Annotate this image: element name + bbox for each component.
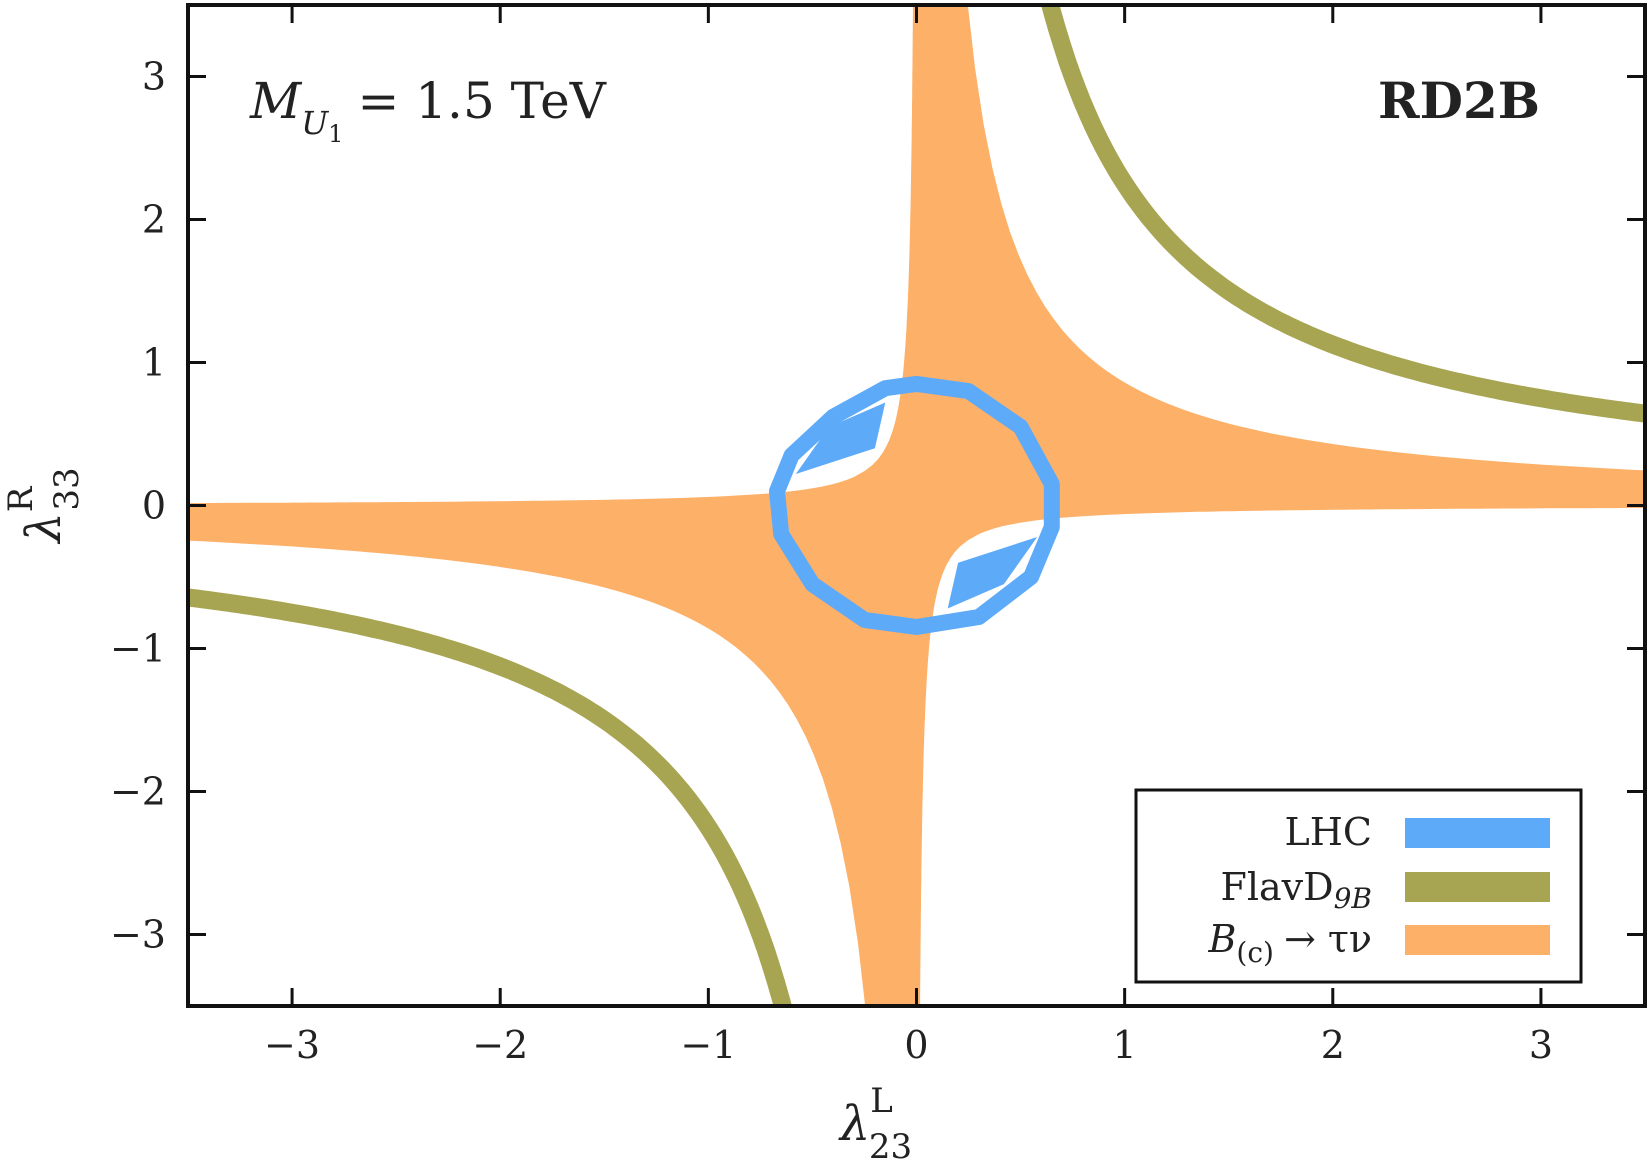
x-axis-title: λL 23: [838, 1081, 912, 1167]
y-tick-label: −1: [110, 627, 166, 671]
y-tick-labels: −3 −2 −1 0 1 2 3: [110, 55, 166, 957]
legend-flavd-text: FlavD: [1221, 865, 1334, 909]
lhc-ring-outline: [769, 375, 1060, 635]
legend-flavd-sub: 9B: [1334, 882, 1372, 915]
flavd-curve-upper-right: [1041, 5, 1645, 423]
x-tick-label: −2: [472, 1023, 528, 1067]
y-tick-label: 3: [142, 55, 166, 99]
x-tick-labels: −3 −2 −1 0 1 2 3: [264, 1023, 1553, 1067]
x-tick-label: 0: [904, 1023, 928, 1067]
model-label: RD2B: [1378, 71, 1540, 130]
legend-swatch-flavd: [1405, 872, 1550, 902]
y-axis-title: λR 33: [1, 467, 87, 544]
y-tick-label: 2: [142, 198, 166, 242]
y-axis-title-sub: 33: [47, 467, 87, 510]
y-axis-title-sup: R: [1, 485, 41, 512]
x-tick-label: 3: [1529, 1023, 1553, 1067]
mass-sub: U: [301, 104, 329, 142]
btaunu-band: [188, 5, 1645, 1006]
legend-label-lhc: LHC: [1285, 810, 1372, 854]
btaunu-band-region: [188, 5, 1645, 1006]
y-axis-title-base: λ: [16, 512, 72, 544]
legend-swatch-btaunu: [1405, 925, 1550, 955]
y-tick-label: 1: [142, 341, 166, 385]
x-axis-title-base: λ: [838, 1096, 870, 1152]
legend-label-flavd: FlavD9B: [1221, 865, 1373, 915]
legend-btaunu-sub: (c): [1236, 936, 1274, 969]
legend-swatch-lhc: [1405, 818, 1550, 848]
mass-symbol: M: [249, 72, 303, 130]
y-tick-label: −3: [110, 913, 166, 957]
y-tick-label: −2: [110, 770, 166, 814]
legend-lhc-text: LHC: [1285, 810, 1372, 854]
lhc-overlap-region: [947, 537, 1038, 609]
mass-value: = 1.5 TeV: [357, 72, 606, 130]
lhc-overlap-region: [795, 402, 886, 474]
axis-ticks: [188, 5, 1645, 1006]
x-tick-label: −3: [264, 1023, 320, 1067]
flavd-curves: [188, 5, 1645, 1006]
flavd-curve-lower-left: [188, 588, 792, 1006]
y-tick-label: 0: [142, 484, 166, 528]
x-axis-title-sup: L: [870, 1081, 893, 1121]
lhc-ring: [769, 375, 1060, 635]
mass-subsub: 1: [328, 120, 343, 148]
legend-label-btaunu: B(c) → τν: [1207, 917, 1372, 969]
x-axis-title-sub: 23: [869, 1127, 912, 1167]
x-tick-label: 2: [1321, 1023, 1345, 1067]
mass-annotation: MU1 = 1.5 TeV: [249, 72, 607, 148]
legend-btaunu-rest: → τν: [1284, 917, 1372, 961]
plot-area: [188, 5, 1645, 1006]
legend: LHC FlavD9B B(c) → τν: [1134, 788, 1583, 984]
x-tick-label: −1: [680, 1023, 736, 1067]
x-tick-label: 1: [1113, 1023, 1137, 1067]
legend-btaunu-text: B: [1207, 917, 1236, 961]
